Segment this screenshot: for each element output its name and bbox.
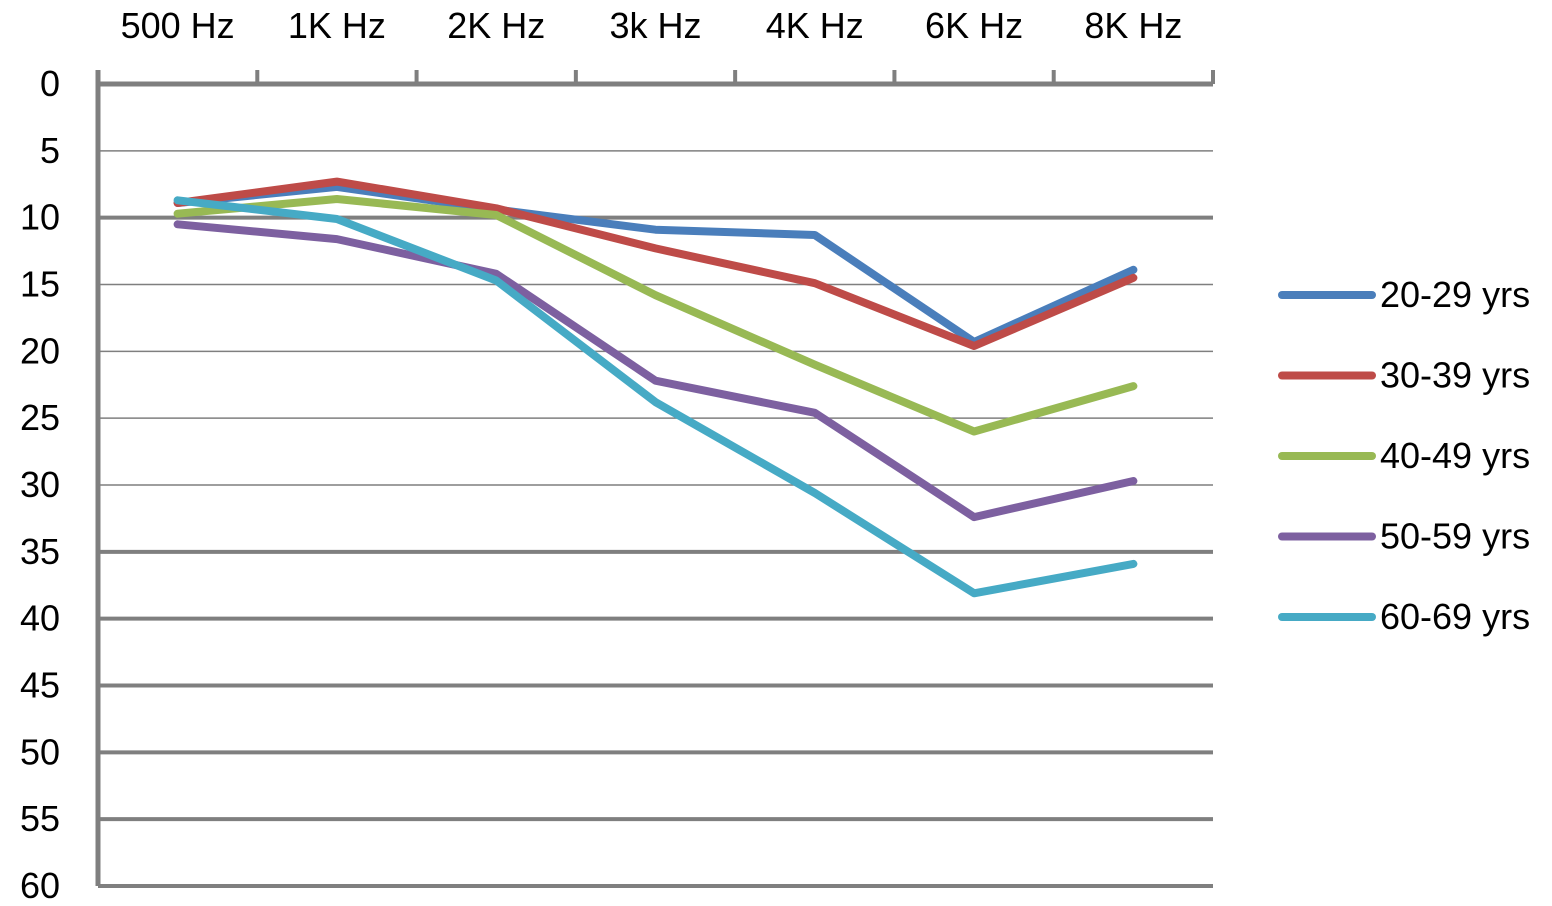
y-tick-label: 0 — [40, 63, 60, 104]
x-tick-label: 2K Hz — [447, 5, 545, 46]
y-tick-label: 60 — [20, 865, 60, 906]
legend-item: 60-69 yrs — [1278, 596, 1530, 637]
data-point — [811, 490, 818, 497]
x-tick-label: 4K Hz — [766, 5, 864, 46]
y-tick-label: 20 — [20, 330, 60, 371]
data-point — [811, 361, 818, 368]
series-lines — [173, 177, 1138, 598]
y-tick-label: 25 — [20, 397, 60, 438]
data-point — [174, 210, 181, 217]
y-tick-label: 30 — [20, 464, 60, 505]
x-tick-label: 6K Hz — [925, 5, 1023, 46]
x-tick-labels: 500 Hz 1K Hz 2K Hz 3k Hz 4K Hz 6K Hz 8K Hz — [121, 5, 1183, 46]
series-line-5 — [173, 196, 1138, 598]
data-point — [971, 514, 978, 521]
legend-label: 40-49 yrs — [1380, 435, 1530, 476]
legend-label: 60-69 yrs — [1380, 596, 1530, 637]
legend-item: 30-39 yrs — [1278, 355, 1530, 396]
y-tick-label: 40 — [20, 598, 60, 639]
data-point — [1130, 383, 1137, 390]
data-point — [493, 205, 500, 212]
data-point — [1130, 477, 1137, 484]
data-point — [493, 277, 500, 284]
y-tick-label: 45 — [20, 665, 60, 706]
legend: 20-29 yrs 30-39 yrs 40-49 yrs 50-59 yrs 60-6… — [1278, 274, 1530, 637]
series-line-1 — [173, 182, 1138, 346]
data-point — [493, 270, 500, 277]
data-point — [174, 221, 181, 228]
data-point — [652, 399, 659, 406]
data-point — [811, 232, 818, 239]
data-point — [333, 195, 340, 202]
data-point — [1130, 266, 1137, 273]
x-tick-label: 1K Hz — [288, 5, 386, 46]
data-point — [652, 226, 659, 233]
data-point — [493, 211, 500, 218]
x-tick-label: 3k Hz — [609, 5, 701, 46]
data-point — [971, 428, 978, 435]
legend-label: 30-39 yrs — [1380, 355, 1530, 396]
series-line-4 — [173, 220, 1138, 522]
data-point — [811, 409, 818, 416]
data-point — [1130, 560, 1137, 567]
legend-item: 40-49 yrs — [1278, 435, 1530, 476]
legend-label: 20-29 yrs — [1380, 274, 1530, 315]
y-tick-label: 5 — [40, 130, 60, 171]
data-point — [333, 178, 340, 185]
y-tick-label: 55 — [20, 798, 60, 839]
y-tick-labels: 0 5 10 15 20 25 30 35 40 45 50 55 60 — [20, 63, 60, 906]
legend-label: 50-59 yrs — [1380, 516, 1530, 557]
data-point — [971, 590, 978, 597]
data-point — [1130, 274, 1137, 281]
x-tick-label: 500 Hz — [121, 5, 235, 46]
data-point — [971, 342, 978, 349]
y-tick-label: 35 — [20, 531, 60, 572]
data-point — [333, 216, 340, 223]
y-tick-label: 50 — [20, 731, 60, 772]
legend-item: 20-29 yrs — [1278, 274, 1530, 315]
axes — [95, 70, 1215, 886]
legend-item: 50-59 yrs — [1278, 516, 1530, 557]
y-tick-label: 15 — [20, 264, 60, 305]
y-tick-label: 10 — [20, 197, 60, 238]
data-point — [652, 292, 659, 299]
gridlines — [98, 82, 1213, 888]
data-point — [652, 377, 659, 384]
data-point — [174, 197, 181, 204]
series-line-2 — [173, 177, 1138, 350]
x-tick-label: 8K Hz — [1084, 5, 1182, 46]
data-point — [333, 236, 340, 243]
data-point — [652, 245, 659, 252]
data-point — [811, 280, 818, 287]
